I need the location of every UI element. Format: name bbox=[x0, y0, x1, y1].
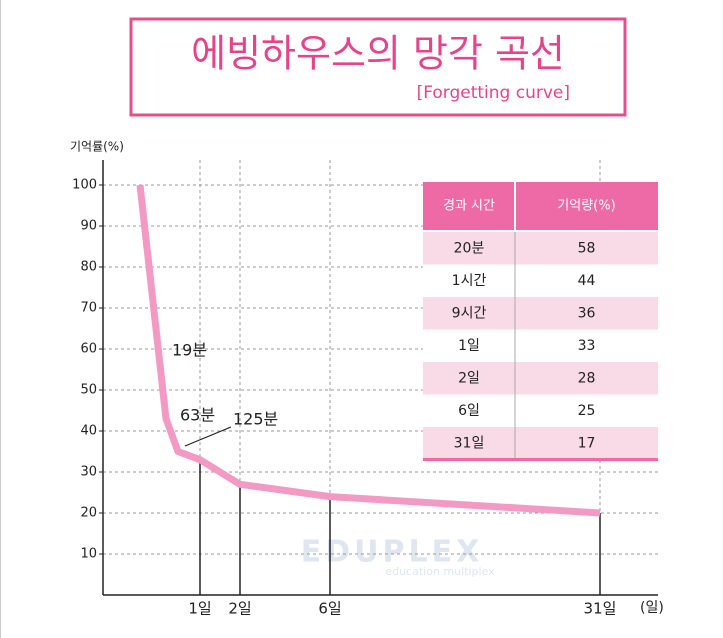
title-box bbox=[129, 17, 627, 117]
y-tick-label: 70 bbox=[80, 301, 97, 316]
table-cell: 33 bbox=[578, 338, 596, 354]
table-row-bg bbox=[423, 362, 658, 395]
table-cell: 31일 bbox=[454, 435, 485, 451]
y-tick-label: 80 bbox=[80, 260, 97, 275]
annotation-leader bbox=[184, 426, 232, 447]
x-tick-label: 2일 bbox=[228, 600, 251, 618]
x-tick-label: 31일 bbox=[584, 600, 617, 618]
y-axis-label: 기억률(%) bbox=[70, 140, 124, 154]
y-tick-label: 30 bbox=[80, 465, 97, 480]
table-header-bg bbox=[423, 182, 658, 230]
table-row-bg bbox=[423, 264, 658, 297]
y-tick-label: 60 bbox=[80, 342, 97, 357]
table-row-bg bbox=[423, 329, 658, 362]
watermark-sub: education multiplex bbox=[385, 565, 495, 578]
chart-title: 에빙하우스의 망각 곡선 bbox=[191, 32, 565, 76]
curve bbox=[136, 184, 601, 517]
annotation: 125분 bbox=[233, 410, 278, 429]
x-tick-label: 1일 bbox=[188, 600, 211, 618]
table-cell: 28 bbox=[578, 370, 596, 386]
table-header: 기억량(%) bbox=[557, 199, 615, 214]
y-tick-label: 10 bbox=[80, 547, 97, 562]
y-tick-label: 50 bbox=[80, 383, 97, 398]
table-cell: 9시간 bbox=[452, 305, 487, 321]
table-cell: 1일 bbox=[458, 338, 480, 354]
table-header: 경과 시간 bbox=[443, 199, 495, 214]
y-tick-label: 100 bbox=[72, 178, 97, 193]
table-row-bg bbox=[423, 394, 658, 427]
table-cell: 36 bbox=[578, 305, 596, 321]
annotation: 63분 bbox=[180, 406, 215, 425]
chart-subtitle: [Forgetting curve] bbox=[417, 83, 570, 103]
y-tick-label: 20 bbox=[80, 506, 97, 521]
table-row-bg bbox=[423, 297, 658, 330]
annotation: 19분 bbox=[172, 341, 207, 360]
x-tick-label: 6일 bbox=[318, 600, 341, 618]
table-cell: 44 bbox=[578, 273, 596, 289]
table-cell: 1시간 bbox=[452, 273, 487, 289]
y-tick-label: 90 bbox=[80, 219, 97, 234]
table-cell: 58 bbox=[578, 240, 596, 256]
y-tick-label: 40 bbox=[80, 424, 97, 439]
x-axis-label: (일) bbox=[640, 600, 664, 616]
table-row-bg bbox=[423, 232, 658, 265]
table-cell: 17 bbox=[578, 435, 596, 451]
table-cell: 25 bbox=[578, 403, 596, 419]
table-cell: 6일 bbox=[458, 403, 480, 419]
table-cell: 2일 bbox=[458, 370, 480, 386]
table-cell: 20분 bbox=[454, 240, 485, 256]
table-row-bg bbox=[423, 427, 658, 460]
